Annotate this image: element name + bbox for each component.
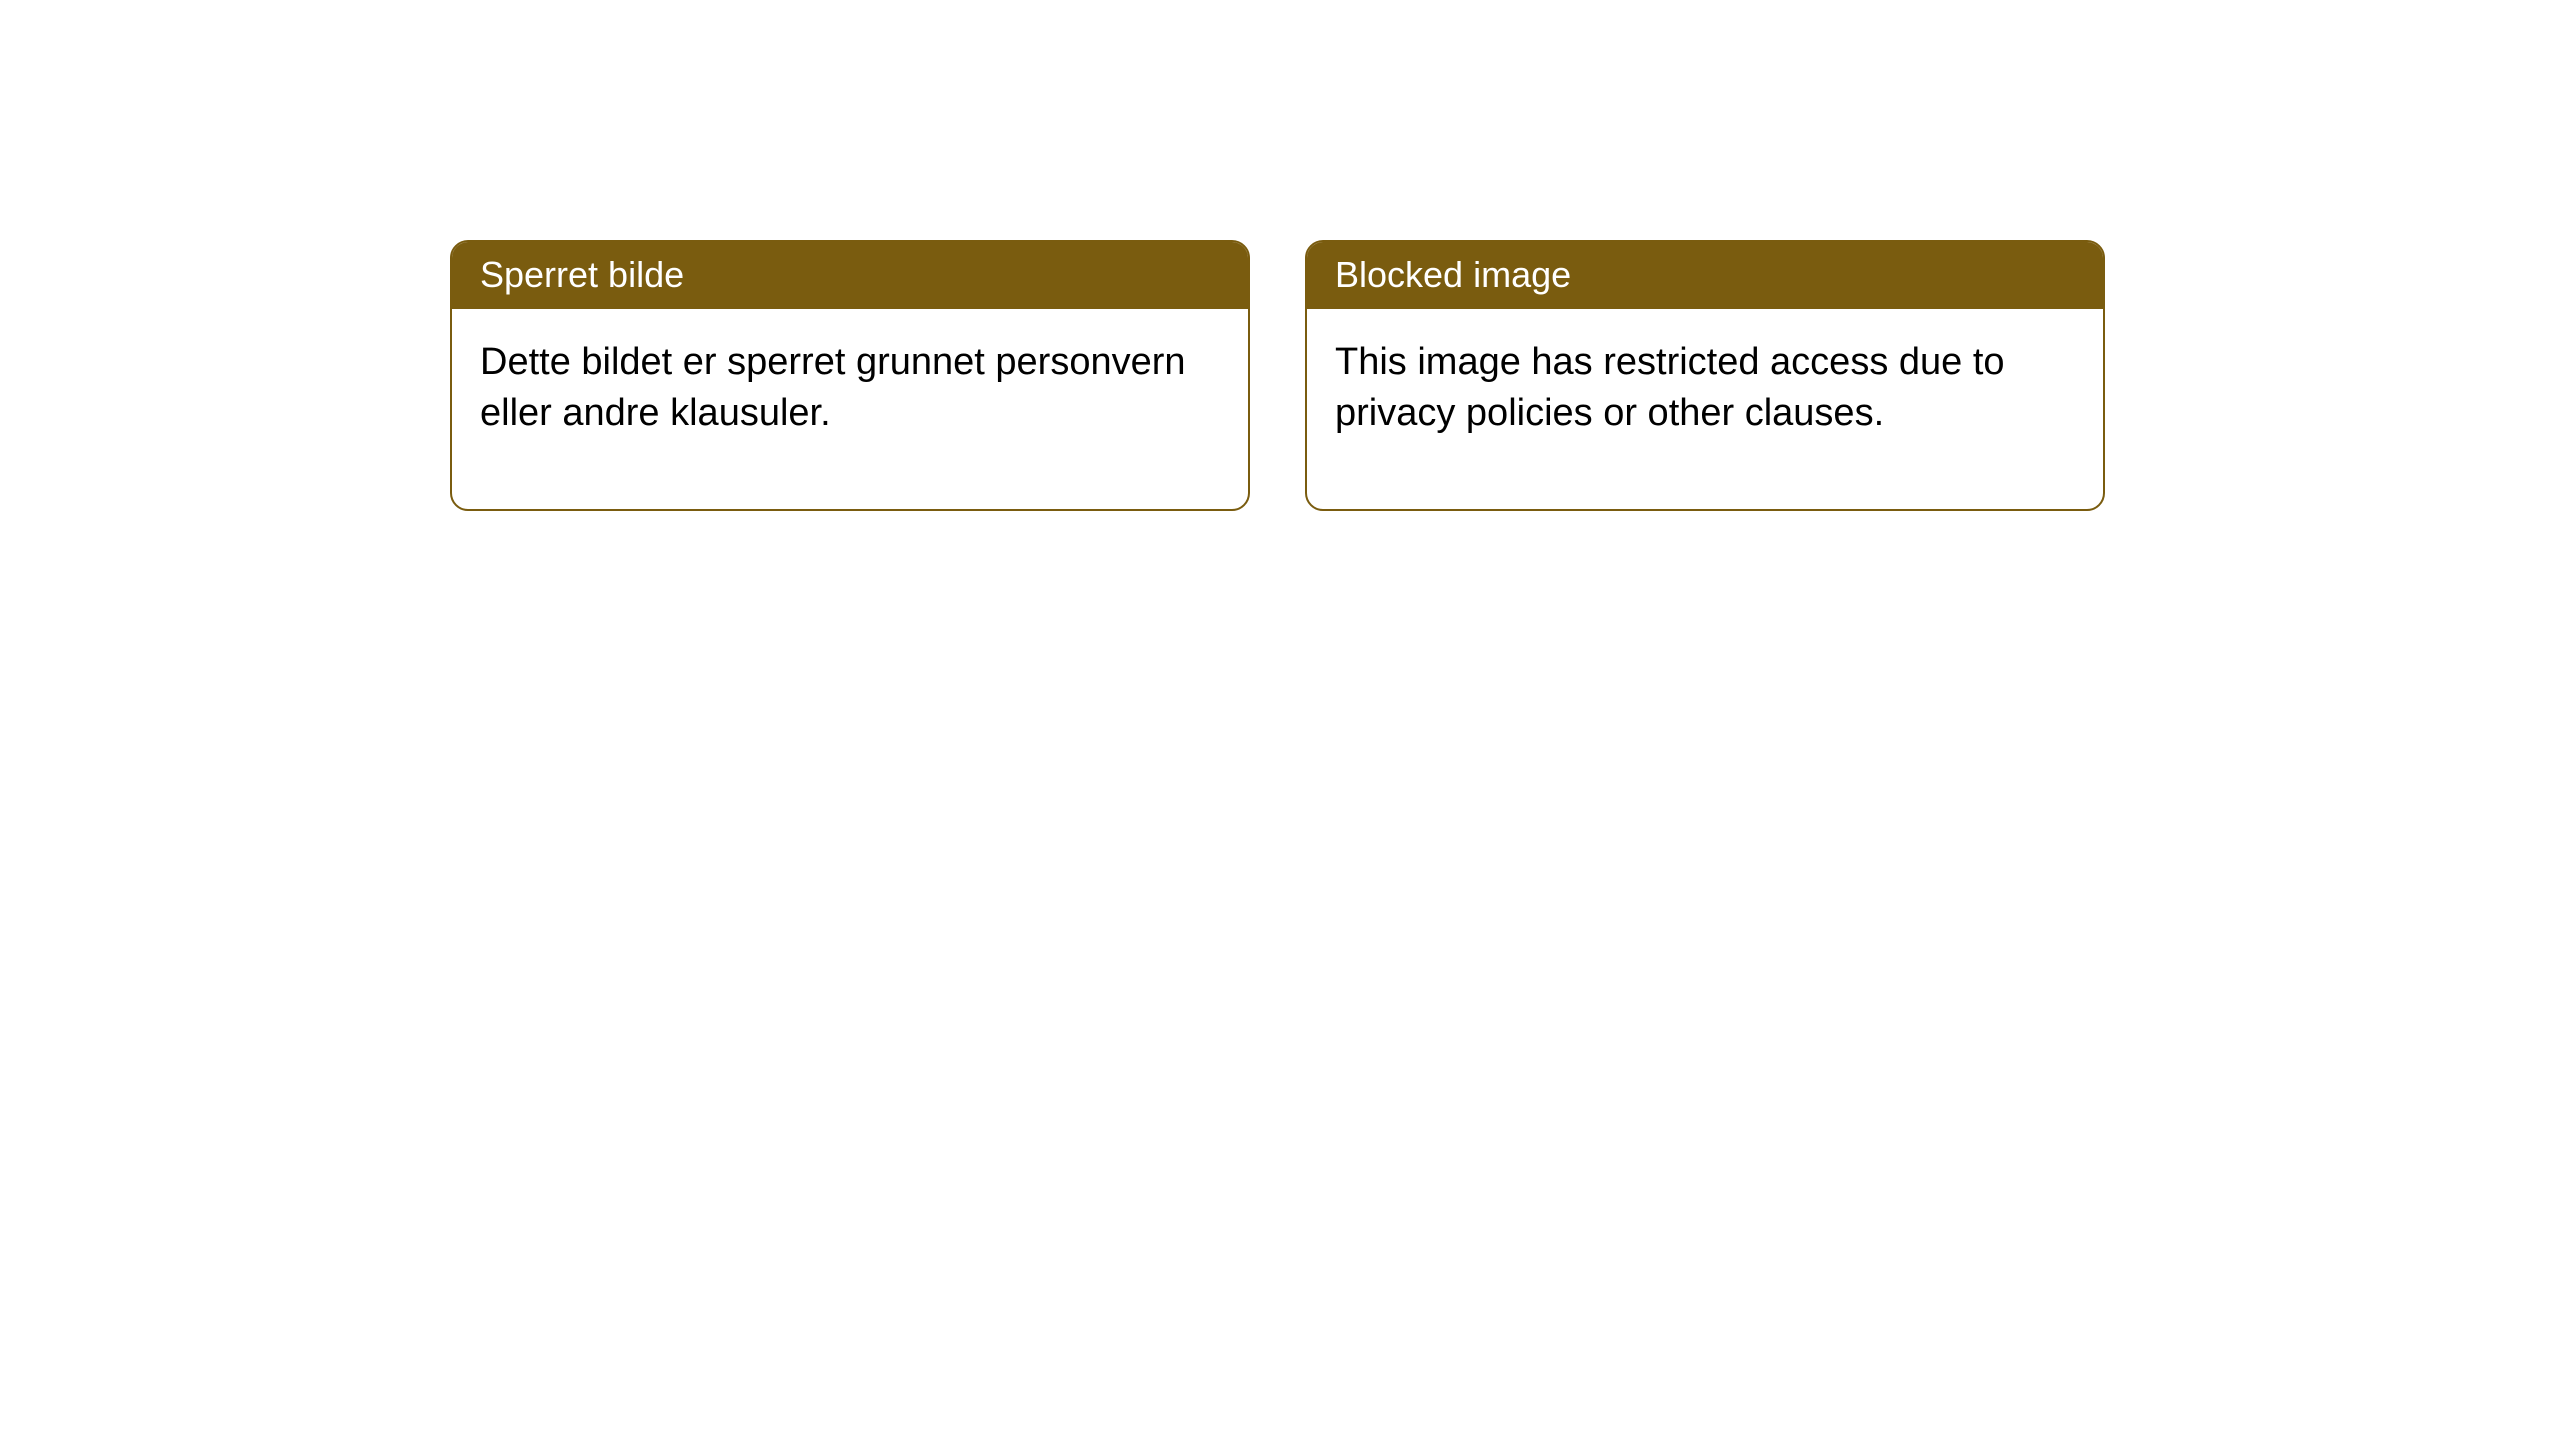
notice-card-en: Blocked image This image has restricted … xyxy=(1305,240,2105,511)
notice-body-en: This image has restricted access due to … xyxy=(1307,309,2103,510)
notice-title-no: Sperret bilde xyxy=(452,242,1248,309)
notice-title-en: Blocked image xyxy=(1307,242,2103,309)
notice-body-no: Dette bildet er sperret grunnet personve… xyxy=(452,309,1248,510)
notice-card-no: Sperret bilde Dette bildet er sperret gr… xyxy=(450,240,1250,511)
notice-container: Sperret bilde Dette bildet er sperret gr… xyxy=(0,0,2560,511)
